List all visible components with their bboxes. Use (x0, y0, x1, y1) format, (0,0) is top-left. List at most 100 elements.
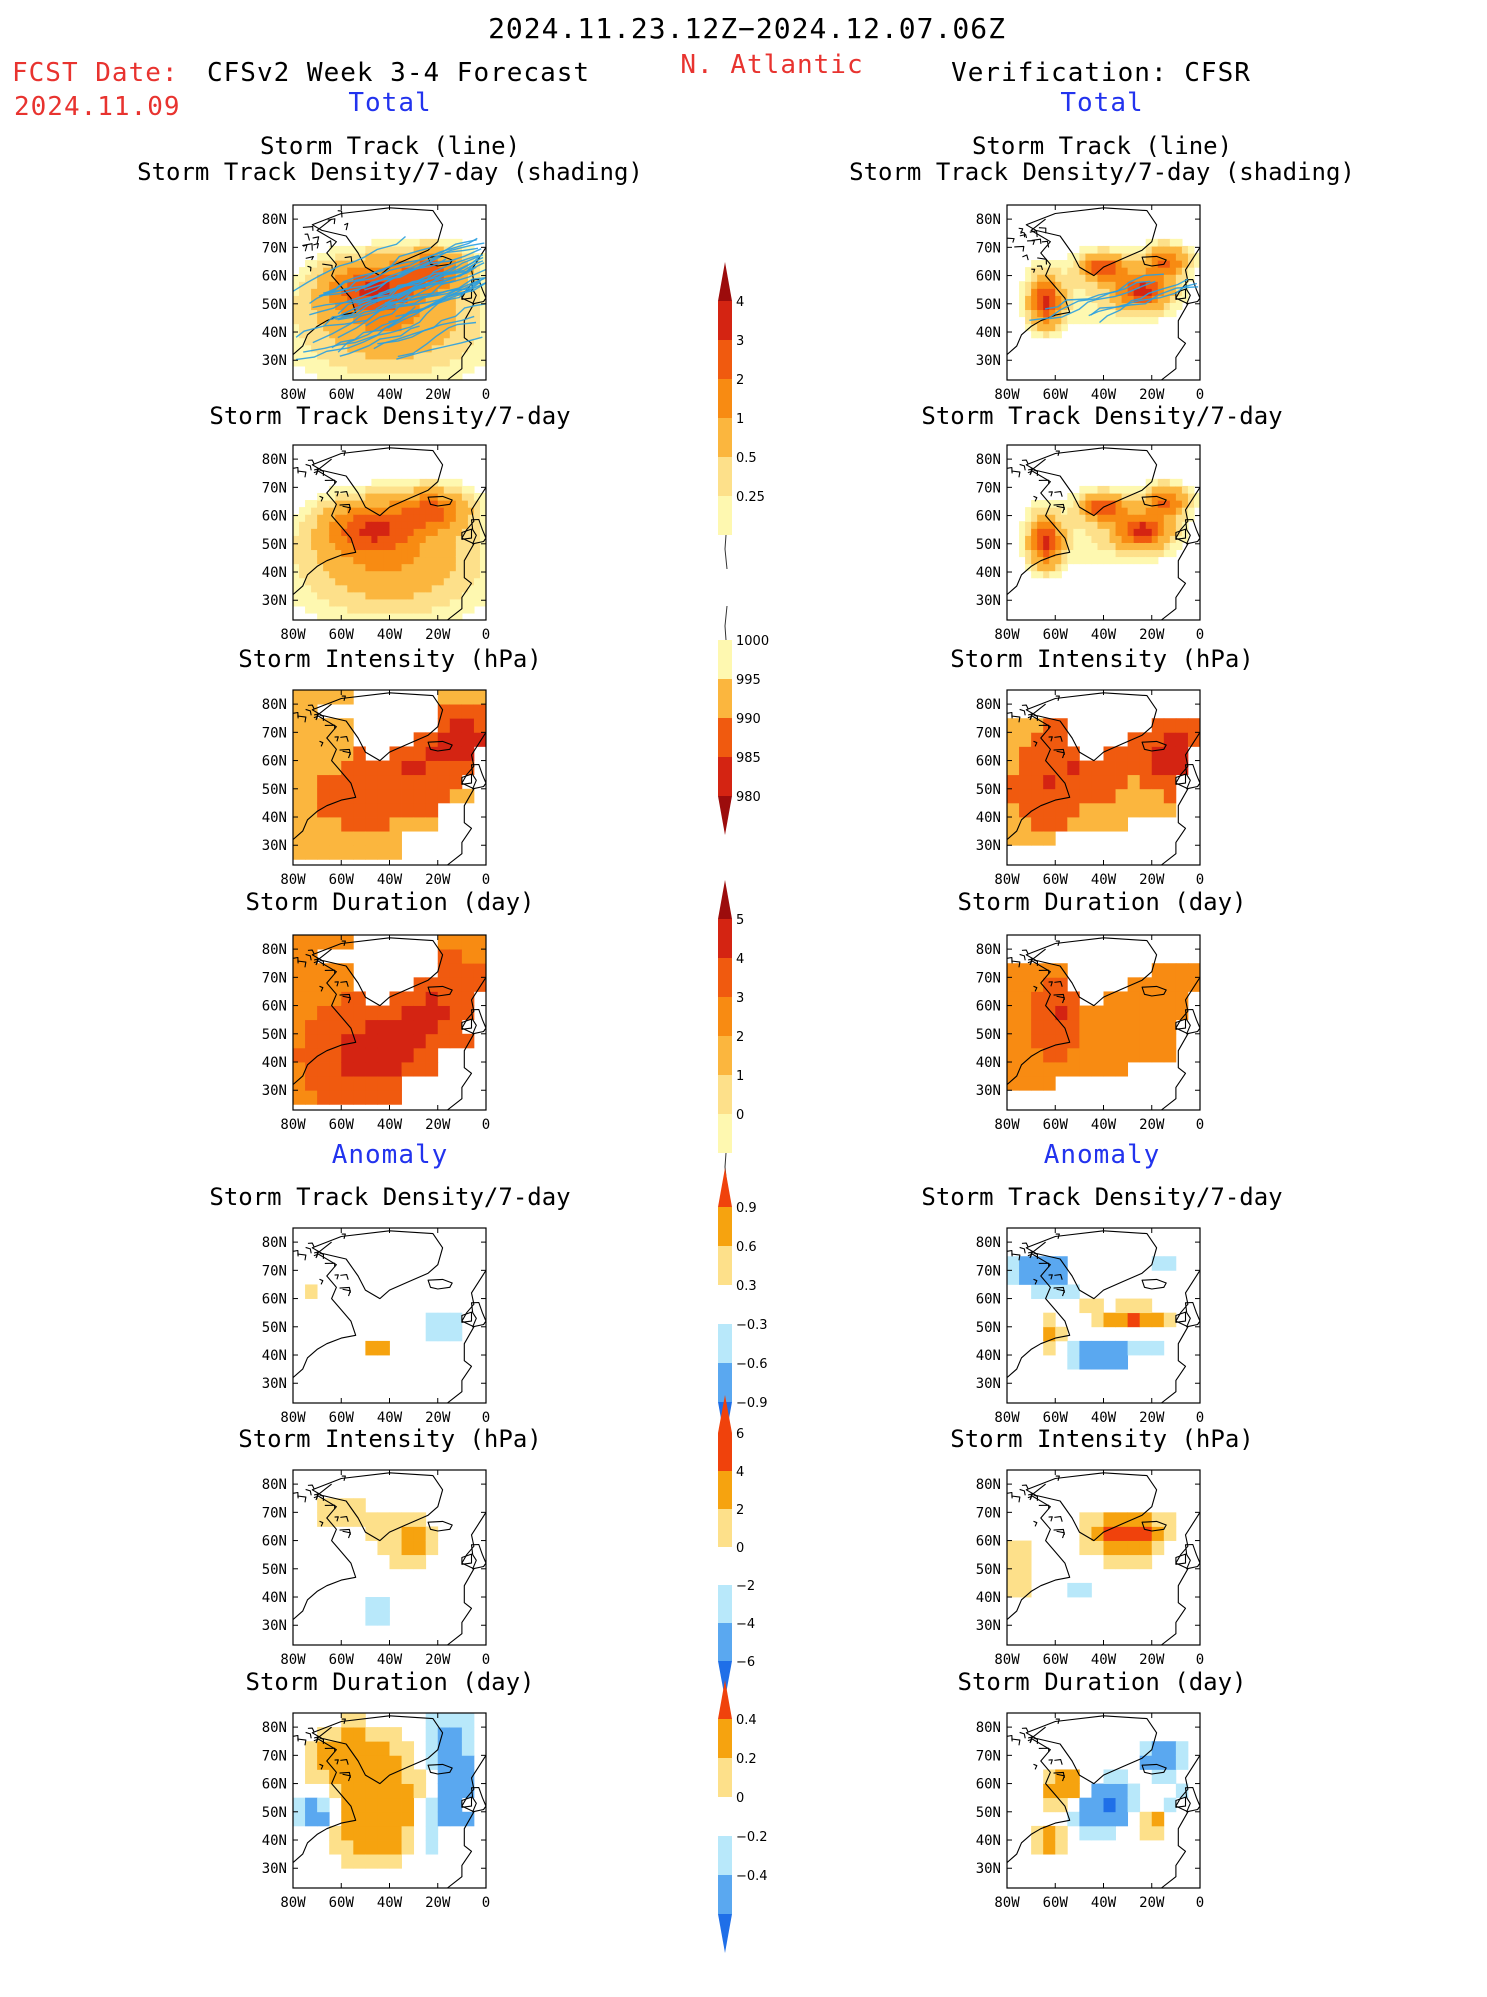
colorbar-level-label: 3 (736, 334, 744, 349)
map-panel-density-obs: 80N 70N 60N 50N 40N 30N 80W 60W 40W 20W 0 (959, 435, 1212, 654)
lon-tick-label: 60W (329, 1410, 355, 1426)
colorbar-duration: 5 4 3 2 1 0 (713, 840, 793, 1197)
map-svg-duration-anom-fcst: 80N 70N 60N 50N 40N 30N 80W 60W 40W 20W 0 (262, 1712, 490, 1911)
colorbar-swatch (718, 457, 732, 496)
colorbar-swatch (718, 718, 732, 757)
lon-tick-label: 60W (1043, 1652, 1069, 1668)
lat-tick-label: 80N (976, 1477, 1001, 1493)
colorbar-swatch (718, 796, 732, 835)
colorbar-level-label: 0 (736, 1541, 744, 1556)
lon-tick-label: 80W (994, 387, 1020, 403)
lat-tick-label: 80N (262, 452, 287, 468)
lat-tick-label: 30N (262, 593, 287, 609)
lon-tick-label: 0 (482, 1117, 490, 1133)
lat-tick-label: 40N (262, 1055, 287, 1071)
lon-tick-label: 0 (1196, 627, 1204, 643)
period-title: 2024.11.23.12Z−2024.12.07.06Z (488, 12, 1006, 45)
lon-tick-label: 80W (280, 627, 306, 643)
colorbar-swatch (718, 1207, 732, 1246)
lon-tick-label: 0 (482, 1652, 490, 1668)
storm-track-line (337, 306, 416, 353)
storm-track-line (375, 256, 484, 310)
lat-tick-label: 50N (262, 297, 287, 313)
map-field-intensity-obs (1007, 692, 1200, 865)
storm-track-line (335, 266, 477, 320)
colorbar-level-label: 0.6 (736, 1240, 757, 1255)
lon-tick-label: 20W (1139, 387, 1165, 403)
lat-tick-label: 30N (262, 838, 287, 854)
lat-tick-label: 80N (976, 697, 1001, 713)
lat-tick-label: 60N (976, 1292, 1001, 1308)
colorbar-level-label: 1 (736, 412, 744, 427)
lon-tick-label: 60W (1043, 627, 1069, 643)
fcst-date-label: FCST Date: (12, 58, 179, 88)
lon-tick-label: 20W (425, 387, 451, 403)
lat-tick-label: 50N (262, 782, 287, 798)
lat-tick-label: 40N (262, 325, 287, 341)
map-panel-duration-fcst: 80N 70N 60N 50N 40N 30N 80W 60W 40W 20W 0 (245, 925, 498, 1144)
storm-track-line (1049, 280, 1156, 320)
map-panel-duration-obs: 80N 70N 60N 50N 40N 30N 80W 60W 40W 20W 0 (959, 925, 1212, 1144)
colorbar-level-label: 2 (736, 1030, 744, 1045)
lon-tick-label: 60W (1043, 1895, 1069, 1911)
storm-track-line (1029, 280, 1151, 321)
lon-tick-label: 80W (280, 1117, 306, 1133)
colorbar-level-label: 4 (736, 952, 744, 967)
colorbar-level-label: 0.2 (736, 1752, 757, 1767)
lat-tick-label: 70N (262, 240, 287, 256)
colorbar-swatch (718, 1246, 732, 1285)
lat-tick-label: 70N (976, 970, 1001, 986)
lon-tick-label: 60W (329, 627, 355, 643)
region-title: N. Atlantic (680, 50, 864, 80)
colorbar-level-label: −0.4 (736, 1869, 768, 1884)
lat-tick-label: 30N (976, 353, 1001, 369)
colorbar-swatch (718, 1509, 732, 1547)
colorbar-level-label: −6 (736, 1655, 755, 1670)
lat-tick-label: 30N (976, 1861, 1001, 1877)
lat-tick-label: 60N (976, 754, 1001, 770)
lat-tick-label: 80N (976, 452, 1001, 468)
lon-tick-label: 80W (280, 387, 306, 403)
lon-tick-label: 60W (329, 1895, 355, 1911)
lon-tick-label: 80W (280, 872, 306, 888)
colorbar-swatch (718, 340, 732, 379)
storm-track-line (397, 321, 477, 358)
colorbar-swatch (718, 1547, 732, 1585)
panel-title-density-left: Storm Track Density/7-day (209, 402, 571, 430)
lon-tick-label: 0 (1196, 387, 1204, 403)
lon-tick-label: 20W (1139, 1117, 1165, 1133)
panel-title-duration-left: Storm Duration (day) (245, 888, 535, 916)
colorbar-level-label: 6 (736, 1427, 744, 1442)
lon-tick-label: 20W (1139, 627, 1165, 643)
lon-tick-label: 0 (1196, 872, 1204, 888)
colorbar-swatch (718, 301, 732, 340)
lat-tick-label: 60N (262, 509, 287, 525)
storm-track-line (323, 247, 431, 295)
total-label-left: Total (348, 88, 432, 118)
total-label-right: Total (1060, 88, 1144, 118)
colorbar-swatch (718, 679, 732, 718)
map-svg-density-obs: 80N 70N 60N 50N 40N 30N 80W 60W 40W 20W 0 (976, 444, 1204, 643)
lat-tick-label: 30N (262, 353, 287, 369)
colorbar-swatch (718, 1623, 732, 1661)
storm-track-line (339, 325, 420, 357)
lon-tick-label: 40W (377, 1117, 403, 1133)
lat-tick-label: 60N (976, 1534, 1001, 1550)
colorbar-level-label: 995 (736, 673, 761, 688)
lat-tick-label: 30N (976, 593, 1001, 609)
lon-tick-label: 40W (1091, 1895, 1117, 1911)
lat-tick-label: 60N (262, 999, 287, 1015)
lon-tick-label: 0 (1196, 1410, 1204, 1426)
map-panel-intensity-obs: 80N 70N 60N 50N 40N 30N 80W 60W 40W 20W 0 (959, 680, 1212, 899)
lat-tick-label: 80N (976, 1720, 1001, 1736)
lat-tick-label: 50N (976, 782, 1001, 798)
map-svg-duration-obs: 80N 70N 60N 50N 40N 30N 80W 60W 40W 20W 0 (976, 934, 1204, 1133)
lat-tick-label: 30N (976, 1083, 1001, 1099)
lat-tick-label: 60N (262, 269, 287, 285)
storm-track-line (309, 258, 447, 316)
map-field-duration-anom-fcst (293, 1713, 486, 1888)
colorbar-level-label: −2 (736, 1579, 755, 1594)
map-field-duration-obs (1007, 937, 1200, 1110)
map-field-intensity-anom-fcst (293, 1472, 486, 1645)
lat-tick-label: 50N (976, 297, 1001, 313)
